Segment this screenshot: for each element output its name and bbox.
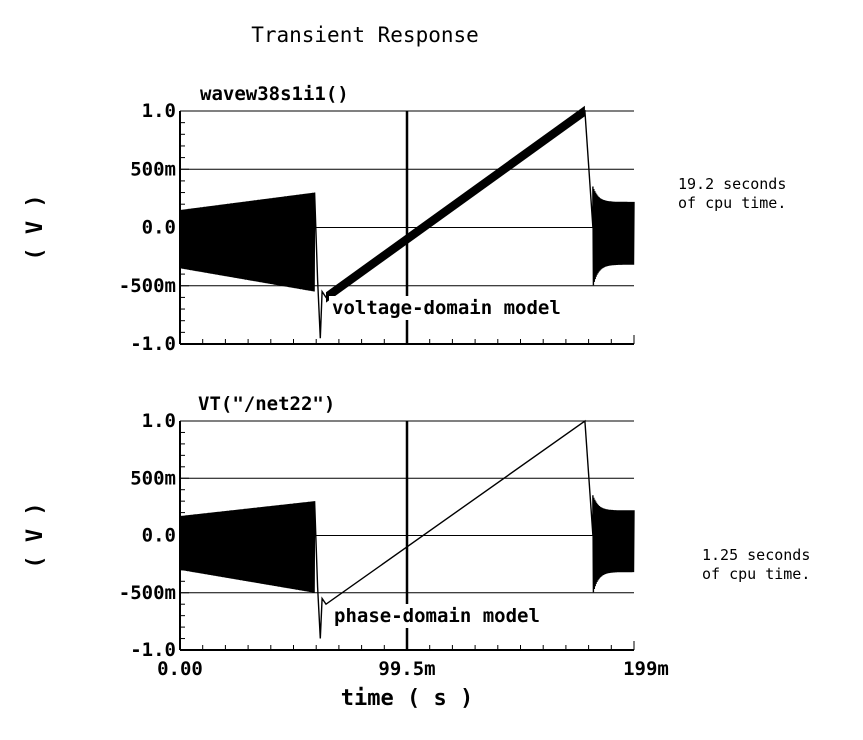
y-tick-label: 0.0	[142, 525, 176, 547]
annotation-backing	[331, 604, 546, 628]
y-tick-label: 1.0	[142, 100, 176, 122]
x-axis-label: time ( s )	[341, 686, 473, 711]
panel-title: wavew38s1i1()	[200, 83, 349, 105]
waveform-ramp-band	[326, 105, 585, 303]
y-tick-label: -1.0	[130, 333, 176, 355]
cpu-time-note: 1.25 seconds	[702, 546, 810, 564]
y-tick-label: -1.0	[130, 639, 176, 661]
cpu-time-note: of cpu time.	[702, 565, 810, 583]
y-tick-label: 1.0	[142, 410, 176, 432]
waveform-line	[179, 419, 635, 639]
x-tick-label: 199m	[623, 658, 669, 680]
waveform-line	[179, 109, 635, 339]
y-tick-label: 500m	[130, 158, 176, 180]
panel-title: VT("/net22")	[198, 393, 335, 415]
y-tick-label: -500m	[119, 275, 176, 297]
panel-annotation: voltage-domain model	[332, 297, 561, 319]
y-tick-label: 0.0	[142, 217, 176, 239]
y-axis-label: ( V )	[23, 194, 48, 260]
panel-voltage-domain: 1.0 500m 0.0 -500m -1.0 wavew38s1i1() ( V ) vol…	[23, 83, 786, 355]
x-tick-label: 0.00	[157, 658, 203, 680]
y-axis-label: ( V )	[23, 502, 48, 568]
annotation-backing	[329, 296, 567, 320]
y-tick-label: -500m	[119, 582, 176, 604]
panel-phase-domain: 1.0 500m 0.0 -500m -1.0 VT("/net22") ( V ) phas…	[23, 393, 810, 680]
x-tick-label: 99.5m	[378, 658, 435, 680]
cpu-time-note: 19.2 seconds	[678, 175, 786, 193]
y-tick-label: 500m	[130, 467, 176, 489]
figure-title: Transient Response	[251, 23, 479, 47]
cpu-time-note: of cpu time.	[678, 194, 786, 212]
panel-annotation: phase-domain model	[334, 605, 540, 627]
